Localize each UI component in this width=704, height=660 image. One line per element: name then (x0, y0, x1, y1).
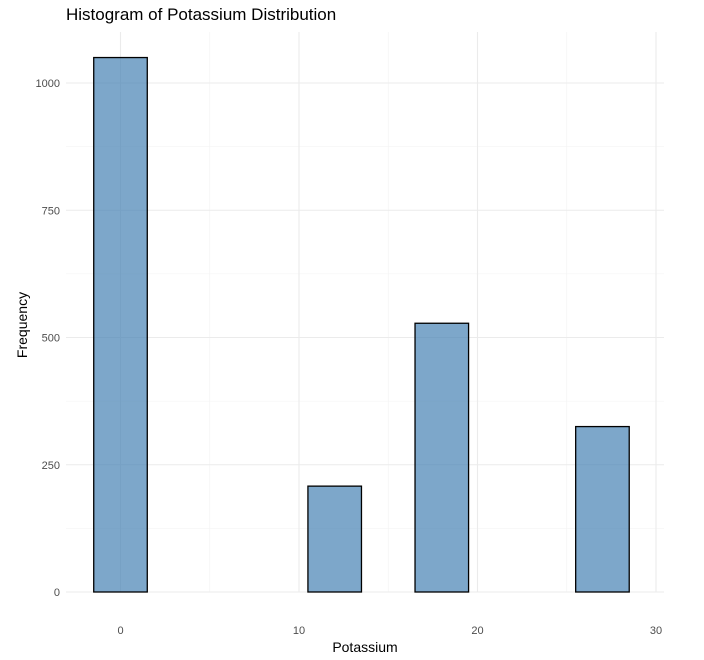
x-tick-label: 0 (117, 625, 123, 637)
y-tick-label: 1000 (36, 78, 60, 90)
y-axis-label: Frequency (14, 292, 30, 358)
axis-ticks: 0 250 500 750 1000 0 10 20 30 (36, 78, 663, 637)
x-axis-label: Potassium (332, 639, 397, 655)
y-tick-label: 250 (42, 460, 60, 472)
chart-title: Histogram of Potassium Distribution (66, 5, 336, 24)
x-tick-label: 20 (471, 625, 483, 637)
y-tick-label: 0 (54, 587, 60, 599)
histogram-bar (414, 322, 470, 593)
x-tick-label: 10 (293, 625, 305, 637)
y-tick-label: 500 (42, 333, 60, 345)
x-tick-label: 30 (650, 625, 662, 637)
histogram-bar (93, 56, 148, 593)
y-tick-label: 750 (42, 205, 60, 217)
histogram-bar (575, 425, 630, 593)
histogram-bars (93, 56, 630, 593)
histogram-bar (307, 485, 363, 593)
grid-lines (66, 32, 664, 593)
